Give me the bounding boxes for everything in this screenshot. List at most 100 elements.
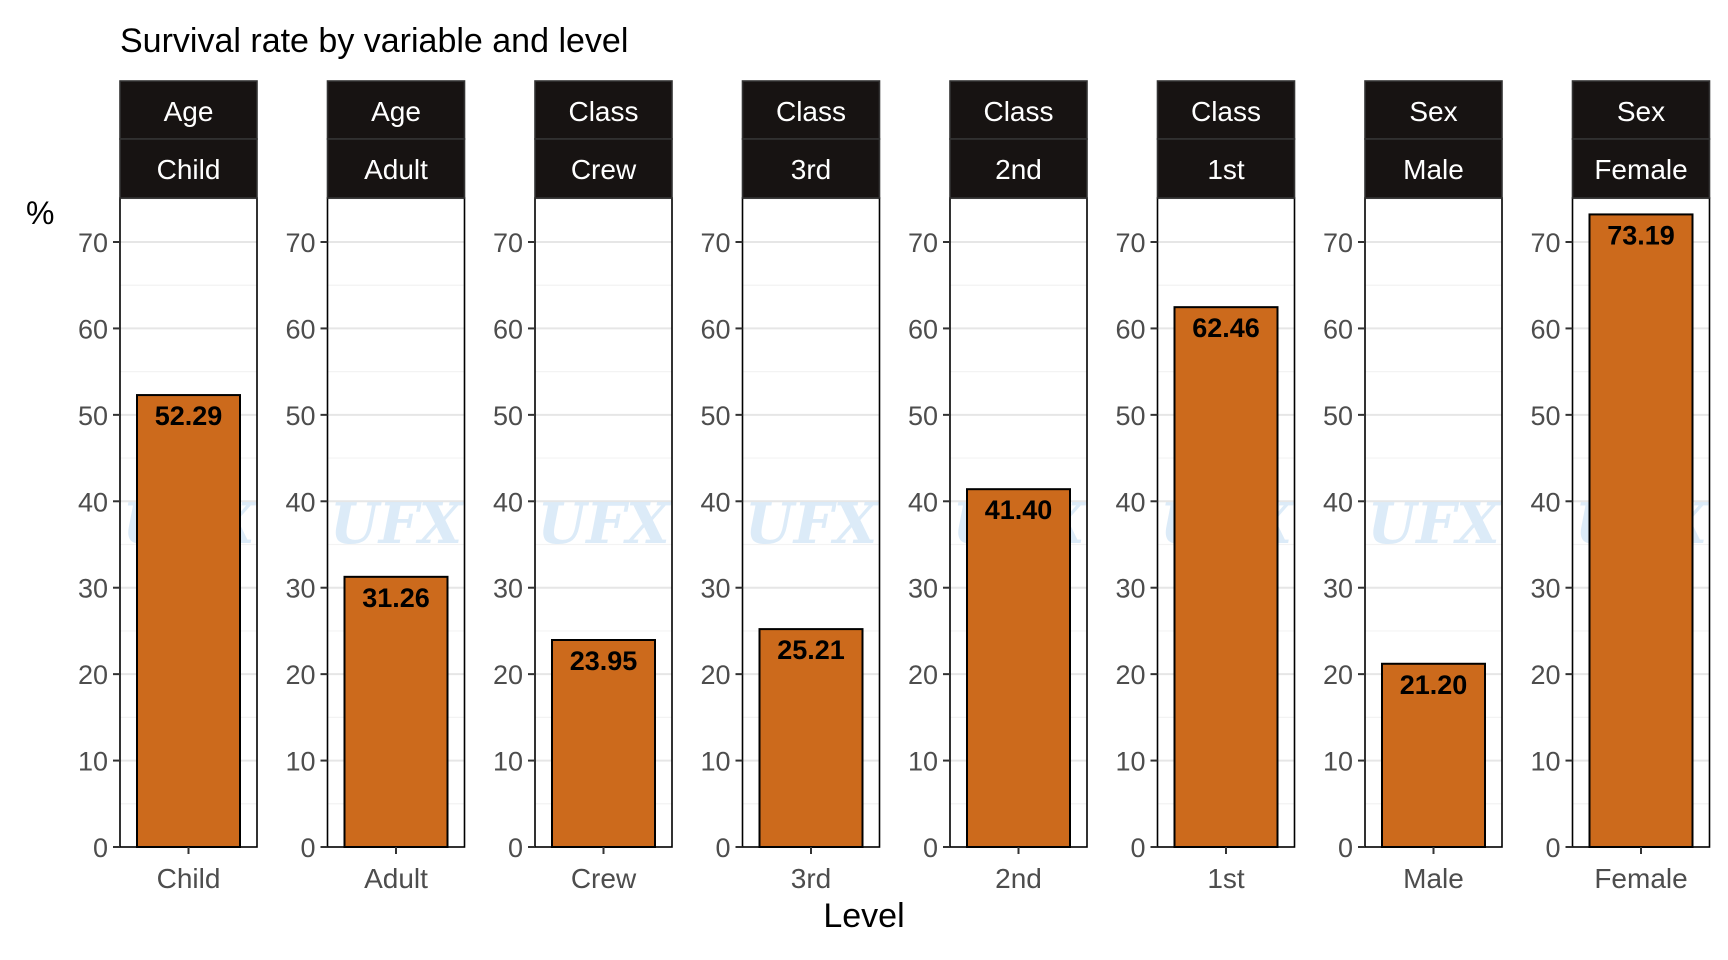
facet-strip-level	[119, 138, 258, 199]
y-tick-label: 30	[1323, 574, 1353, 604]
facet-label-level: Adult	[364, 154, 428, 185]
facet-label-variable: Age	[164, 96, 214, 127]
y-tick-label: 40	[1530, 487, 1560, 517]
facet-label-level: Crew	[571, 154, 637, 185]
y-tick-label: 0	[508, 833, 523, 863]
y-tick-label: 70	[1115, 228, 1145, 258]
watermark-text: UFX	[537, 491, 672, 557]
y-tick-label: 60	[1530, 314, 1560, 344]
facet-strip-variable	[326, 80, 466, 140]
y-tick-label: 50	[1530, 401, 1560, 431]
y-tick-label: 0	[923, 833, 938, 863]
y-tick-label: 10	[908, 747, 938, 777]
facet-label-level: 3rd	[791, 154, 831, 185]
y-tick-label: 20	[78, 660, 108, 690]
y-tick-label: 50	[1115, 401, 1145, 431]
y-tick-label: 40	[78, 487, 108, 517]
y-tick-label: 30	[1530, 574, 1560, 604]
y-tick-label: 70	[908, 228, 938, 258]
y-tick-label: 30	[78, 574, 108, 604]
x-tick-label: Crew	[571, 863, 637, 894]
y-tick-label: 70	[1530, 228, 1560, 258]
y-tick-label: 10	[700, 747, 730, 777]
y-tick-label: 10	[78, 747, 108, 777]
y-tick-label: 30	[908, 574, 938, 604]
y-tick-label: 40	[700, 487, 730, 517]
y-tick-label: 0	[715, 833, 730, 863]
data-label: 41.40	[985, 495, 1053, 525]
y-axis-label: %	[26, 195, 55, 231]
facet-label-variable: Age	[371, 96, 421, 127]
facet-label-variable: Sex	[1409, 96, 1457, 127]
y-tick-label: 60	[1323, 314, 1353, 344]
y-tick-label: 10	[285, 747, 315, 777]
y-tick-label: 50	[285, 401, 315, 431]
facet-strip-variable	[949, 80, 1088, 140]
bar-1st	[1173, 306, 1279, 849]
y-tick-label: 60	[1115, 314, 1145, 344]
y-tick-label: 60	[700, 314, 730, 344]
x-tick-label: Male	[1403, 863, 1464, 894]
facet-strip-level	[1156, 138, 1296, 199]
y-tick-label: 50	[700, 401, 730, 431]
facet-strip-variable	[119, 80, 258, 140]
facet-label-level: 2nd	[995, 154, 1042, 185]
facet-strip-level	[741, 138, 881, 199]
facet-strip-variable	[534, 80, 673, 140]
y-tick-label: 20	[908, 660, 938, 690]
y-tick-label: 50	[78, 401, 108, 431]
y-tick-label: 0	[1545, 833, 1560, 863]
y-tick-label: 30	[493, 574, 523, 604]
x-tick-label: Child	[157, 863, 221, 894]
facet-strip-level	[534, 138, 673, 199]
facet-strip-variable	[1156, 80, 1296, 140]
data-label: 62.46	[1192, 313, 1260, 343]
bar-3rd	[758, 628, 864, 849]
y-tick-label: 70	[700, 228, 730, 258]
bar-2nd	[966, 488, 1071, 848]
facet-label-variable: Sex	[1617, 96, 1665, 127]
facet-strip-level	[1364, 138, 1503, 199]
y-tick-label: 40	[493, 487, 523, 517]
y-tick-label: 70	[493, 228, 523, 258]
y-tick-label: 30	[700, 574, 730, 604]
y-tick-label: 70	[285, 228, 315, 258]
y-tick-label: 10	[493, 747, 523, 777]
y-tick-label: 60	[78, 314, 108, 344]
x-tick-label: 2nd	[995, 863, 1042, 894]
facet-label-variable: Class	[568, 96, 638, 127]
facet-label-variable: Class	[983, 96, 1053, 127]
x-tick-label: 3rd	[791, 863, 831, 894]
facet-strip-level	[1571, 138, 1711, 199]
y-tick-label: 50	[908, 401, 938, 431]
data-label: 25.21	[777, 635, 845, 665]
facet-label-variable: Class	[1191, 96, 1261, 127]
y-tick-label: 40	[908, 487, 938, 517]
x-tick-label: 1st	[1207, 863, 1245, 894]
bar-crew	[551, 639, 656, 849]
chart-title: Survival rate by variable and level	[120, 22, 629, 60]
y-tick-label: 60	[908, 314, 938, 344]
y-tick-label: 0	[300, 833, 315, 863]
data-label: 52.29	[155, 401, 223, 431]
facet-label-variable: Class	[776, 96, 846, 127]
y-tick-label: 60	[493, 314, 523, 344]
y-tick-label: 40	[1115, 487, 1145, 517]
y-tick-label: 20	[700, 660, 730, 690]
y-tick-label: 0	[1130, 833, 1145, 863]
y-tick-label: 10	[1323, 747, 1353, 777]
bar-child	[136, 394, 241, 848]
y-tick-label: 60	[285, 314, 315, 344]
facet-label-level: Child	[157, 154, 221, 185]
y-tick-label: 20	[285, 660, 315, 690]
y-tick-label: 0	[1338, 833, 1353, 863]
y-tick-label: 50	[1323, 401, 1353, 431]
y-tick-label: 20	[493, 660, 523, 690]
y-tick-label: 20	[1530, 660, 1560, 690]
x-tick-label: Female	[1594, 863, 1687, 894]
x-axis-label: Level	[823, 897, 905, 935]
y-tick-label: 20	[1115, 660, 1145, 690]
facet-strip-variable	[1571, 80, 1711, 140]
data-label: 73.19	[1607, 220, 1675, 250]
